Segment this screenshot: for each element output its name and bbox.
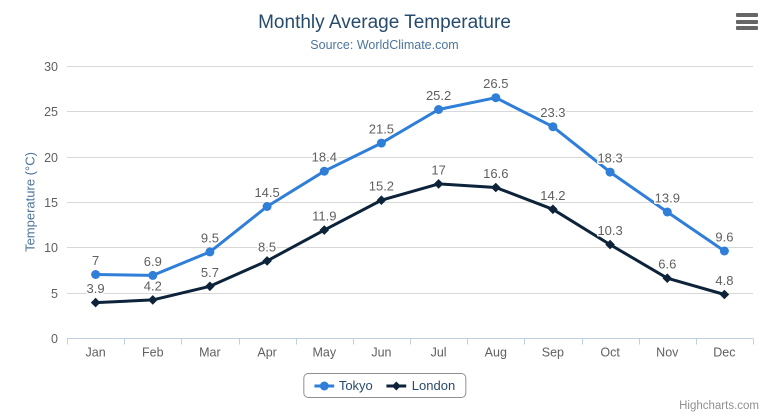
y-axis-label: 15	[44, 196, 58, 210]
data-label: 13.9	[655, 191, 680, 206]
data-label: 7	[92, 253, 99, 268]
data-label: 4.2	[144, 278, 162, 293]
legend-label-london: London	[411, 378, 456, 393]
y-axis-label: 10	[44, 241, 58, 255]
point-marker-tokyo[interactable]	[205, 247, 215, 257]
series-line-london	[94, 182, 726, 305]
export-menu-button[interactable]	[736, 13, 758, 30]
data-label: 3.9	[87, 281, 105, 296]
point-marker-london[interactable]	[205, 281, 215, 292]
point-marker-london[interactable]	[319, 225, 330, 235]
data-label: 16.6	[483, 166, 508, 181]
point-marker-london[interactable]	[662, 273, 673, 283]
y-axis-label: 30	[44, 60, 58, 74]
point-marker-london[interactable]	[719, 289, 730, 300]
point-marker-tokyo[interactable]	[376, 138, 386, 148]
data-label: 26.5	[483, 76, 508, 91]
point-marker-tokyo[interactable]	[662, 207, 672, 217]
data-label: 6.6	[658, 257, 676, 272]
data-label: 9.5	[201, 230, 219, 245]
x-axis-label: Apr	[257, 346, 276, 360]
data-label: 11.9	[312, 209, 336, 224]
point-marker-tokyo[interactable]	[434, 105, 444, 114]
x-axis-label: Jan	[86, 346, 106, 360]
chart-subtitle: Source: WorldClimate.com	[310, 38, 459, 52]
x-axis-label: Feb	[142, 346, 164, 360]
data-label: 4.8	[715, 273, 733, 288]
y-axis-label: 20	[44, 151, 58, 165]
point-marker-london[interactable]	[376, 195, 387, 205]
data-label: 15.2	[369, 179, 394, 194]
x-axis-label: Nov	[656, 346, 679, 360]
legend-item-tokyo[interactable]: Tokyo	[313, 378, 373, 393]
data-label: 9.6	[715, 230, 733, 245]
x-axis-label: Aug	[485, 346, 507, 360]
data-label: 18.3	[597, 151, 622, 166]
point-marker-london[interactable]	[147, 295, 158, 305]
point-marker-tokyo[interactable]	[719, 246, 729, 256]
x-axis-label: Jun	[371, 346, 391, 360]
hamburger-icon-bar	[736, 13, 758, 17]
point-marker-tokyo[interactable]	[91, 270, 101, 279]
london-legend-marker-icon	[386, 381, 407, 390]
data-label: 23.3	[540, 105, 565, 120]
point-marker-tokyo[interactable]	[605, 167, 615, 177]
point-marker-tokyo[interactable]	[319, 166, 329, 176]
y-axis-title: Temperature (°C)	[22, 152, 38, 252]
point-marker-tokyo[interactable]	[262, 202, 272, 211]
hamburger-icon-bar	[736, 26, 758, 30]
x-axis-label: Mar	[199, 346, 221, 360]
data-label: 21.5	[369, 122, 394, 137]
x-axis-label: Oct	[600, 346, 620, 360]
data-label: 18.4	[312, 150, 337, 165]
series-tokyo: 7 6.9 9.5 14.5 18.4 21.5 25.2 26.5 23.3 18.3 13.9 9…	[90, 75, 735, 280]
x-axis-label: Dec	[713, 346, 735, 360]
point-marker-london[interactable]	[605, 239, 615, 250]
x-axis-label: Jul	[431, 346, 447, 360]
credits-link[interactable]: Highcharts.com	[679, 400, 759, 412]
point-marker-tokyo[interactable]	[148, 270, 158, 280]
point-marker-london[interactable]	[548, 204, 558, 215]
y-axis-label: 25	[44, 105, 58, 119]
x-axis-label: Sep	[542, 346, 564, 360]
point-marker-tokyo[interactable]	[491, 93, 501, 103]
series-line-tokyo	[94, 96, 726, 277]
point-marker-tokyo[interactable]	[548, 122, 558, 132]
legend-label-tokyo: Tokyo	[338, 378, 373, 393]
legend-item-london[interactable]: London	[386, 378, 456, 393]
data-label: 6.9	[144, 254, 162, 269]
point-marker-london[interactable]	[90, 297, 101, 308]
series-london: 3.9 4.2 5.7 8.5 11.9 15.2 17 16.6 14.2 10.3 6.6 4.8	[85, 161, 735, 308]
point-marker-london[interactable]	[433, 179, 444, 189]
data-label: 14.5	[254, 185, 279, 200]
y-axis-label: 0	[51, 332, 58, 346]
data-label: 5.7	[201, 265, 219, 280]
y-axis-label: 5	[51, 287, 58, 301]
data-label: 8.5	[258, 239, 276, 254]
data-label: 14.2	[540, 188, 565, 203]
point-marker-london[interactable]	[490, 182, 501, 193]
legend-box: Tokyo London	[302, 373, 467, 398]
data-label: 17	[431, 162, 445, 177]
data-label: 25.2	[426, 88, 451, 103]
data-label: 10.3	[597, 223, 622, 238]
point-marker-london[interactable]	[262, 256, 272, 266]
x-axis-label: May	[312, 346, 336, 360]
hamburger-icon-bar	[736, 19, 758, 24]
chart-title: Monthly Average Temperature	[258, 12, 511, 33]
tokyo-legend-marker-icon	[313, 381, 334, 390]
